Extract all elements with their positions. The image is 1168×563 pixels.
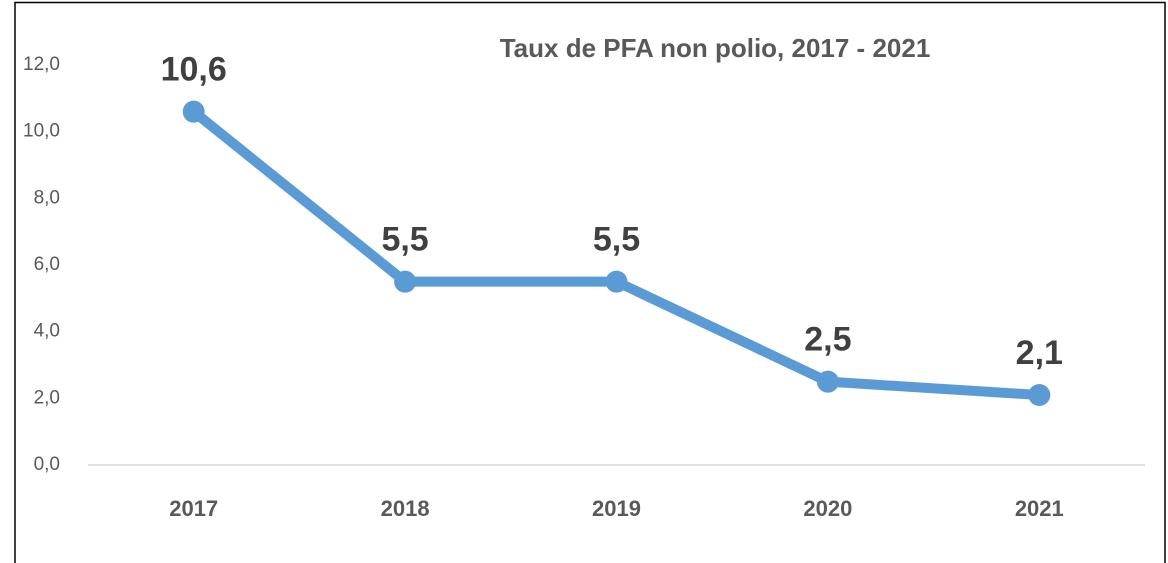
marker [1028, 384, 1051, 406]
x-tick-label: 2021 [1015, 496, 1064, 521]
chart-border [14, 1, 1166, 563]
y-tick-label: 4,0 [34, 321, 60, 342]
y-tick-label: 10,0 [23, 121, 60, 142]
x-tick-label: 2020 [803, 496, 852, 521]
x-tick-label: 2019 [592, 496, 641, 521]
marker [182, 100, 205, 123]
y-tick-label: 8,0 [34, 187, 60, 208]
marker [605, 270, 628, 293]
chart-title: Taux de PFA non polio, 2017 - 2021 [500, 33, 931, 63]
data-label: 5,5 [381, 221, 428, 259]
y-tick-label: 2,0 [34, 387, 60, 408]
y-tick-label: 12,0 [23, 54, 60, 75]
data-label: 10,6 [161, 51, 227, 89]
x-tick-label: 2018 [381, 496, 430, 521]
y-tick-label: 6,0 [34, 254, 60, 275]
x-tick-label: 2017 [169, 496, 218, 521]
data-label: 5,5 [593, 221, 640, 259]
marker [394, 270, 417, 293]
y-tick-label: 0,0 [34, 454, 60, 475]
data-label: 2,5 [804, 321, 851, 359]
data-label: 2,1 [1016, 334, 1063, 372]
marker [816, 370, 839, 393]
